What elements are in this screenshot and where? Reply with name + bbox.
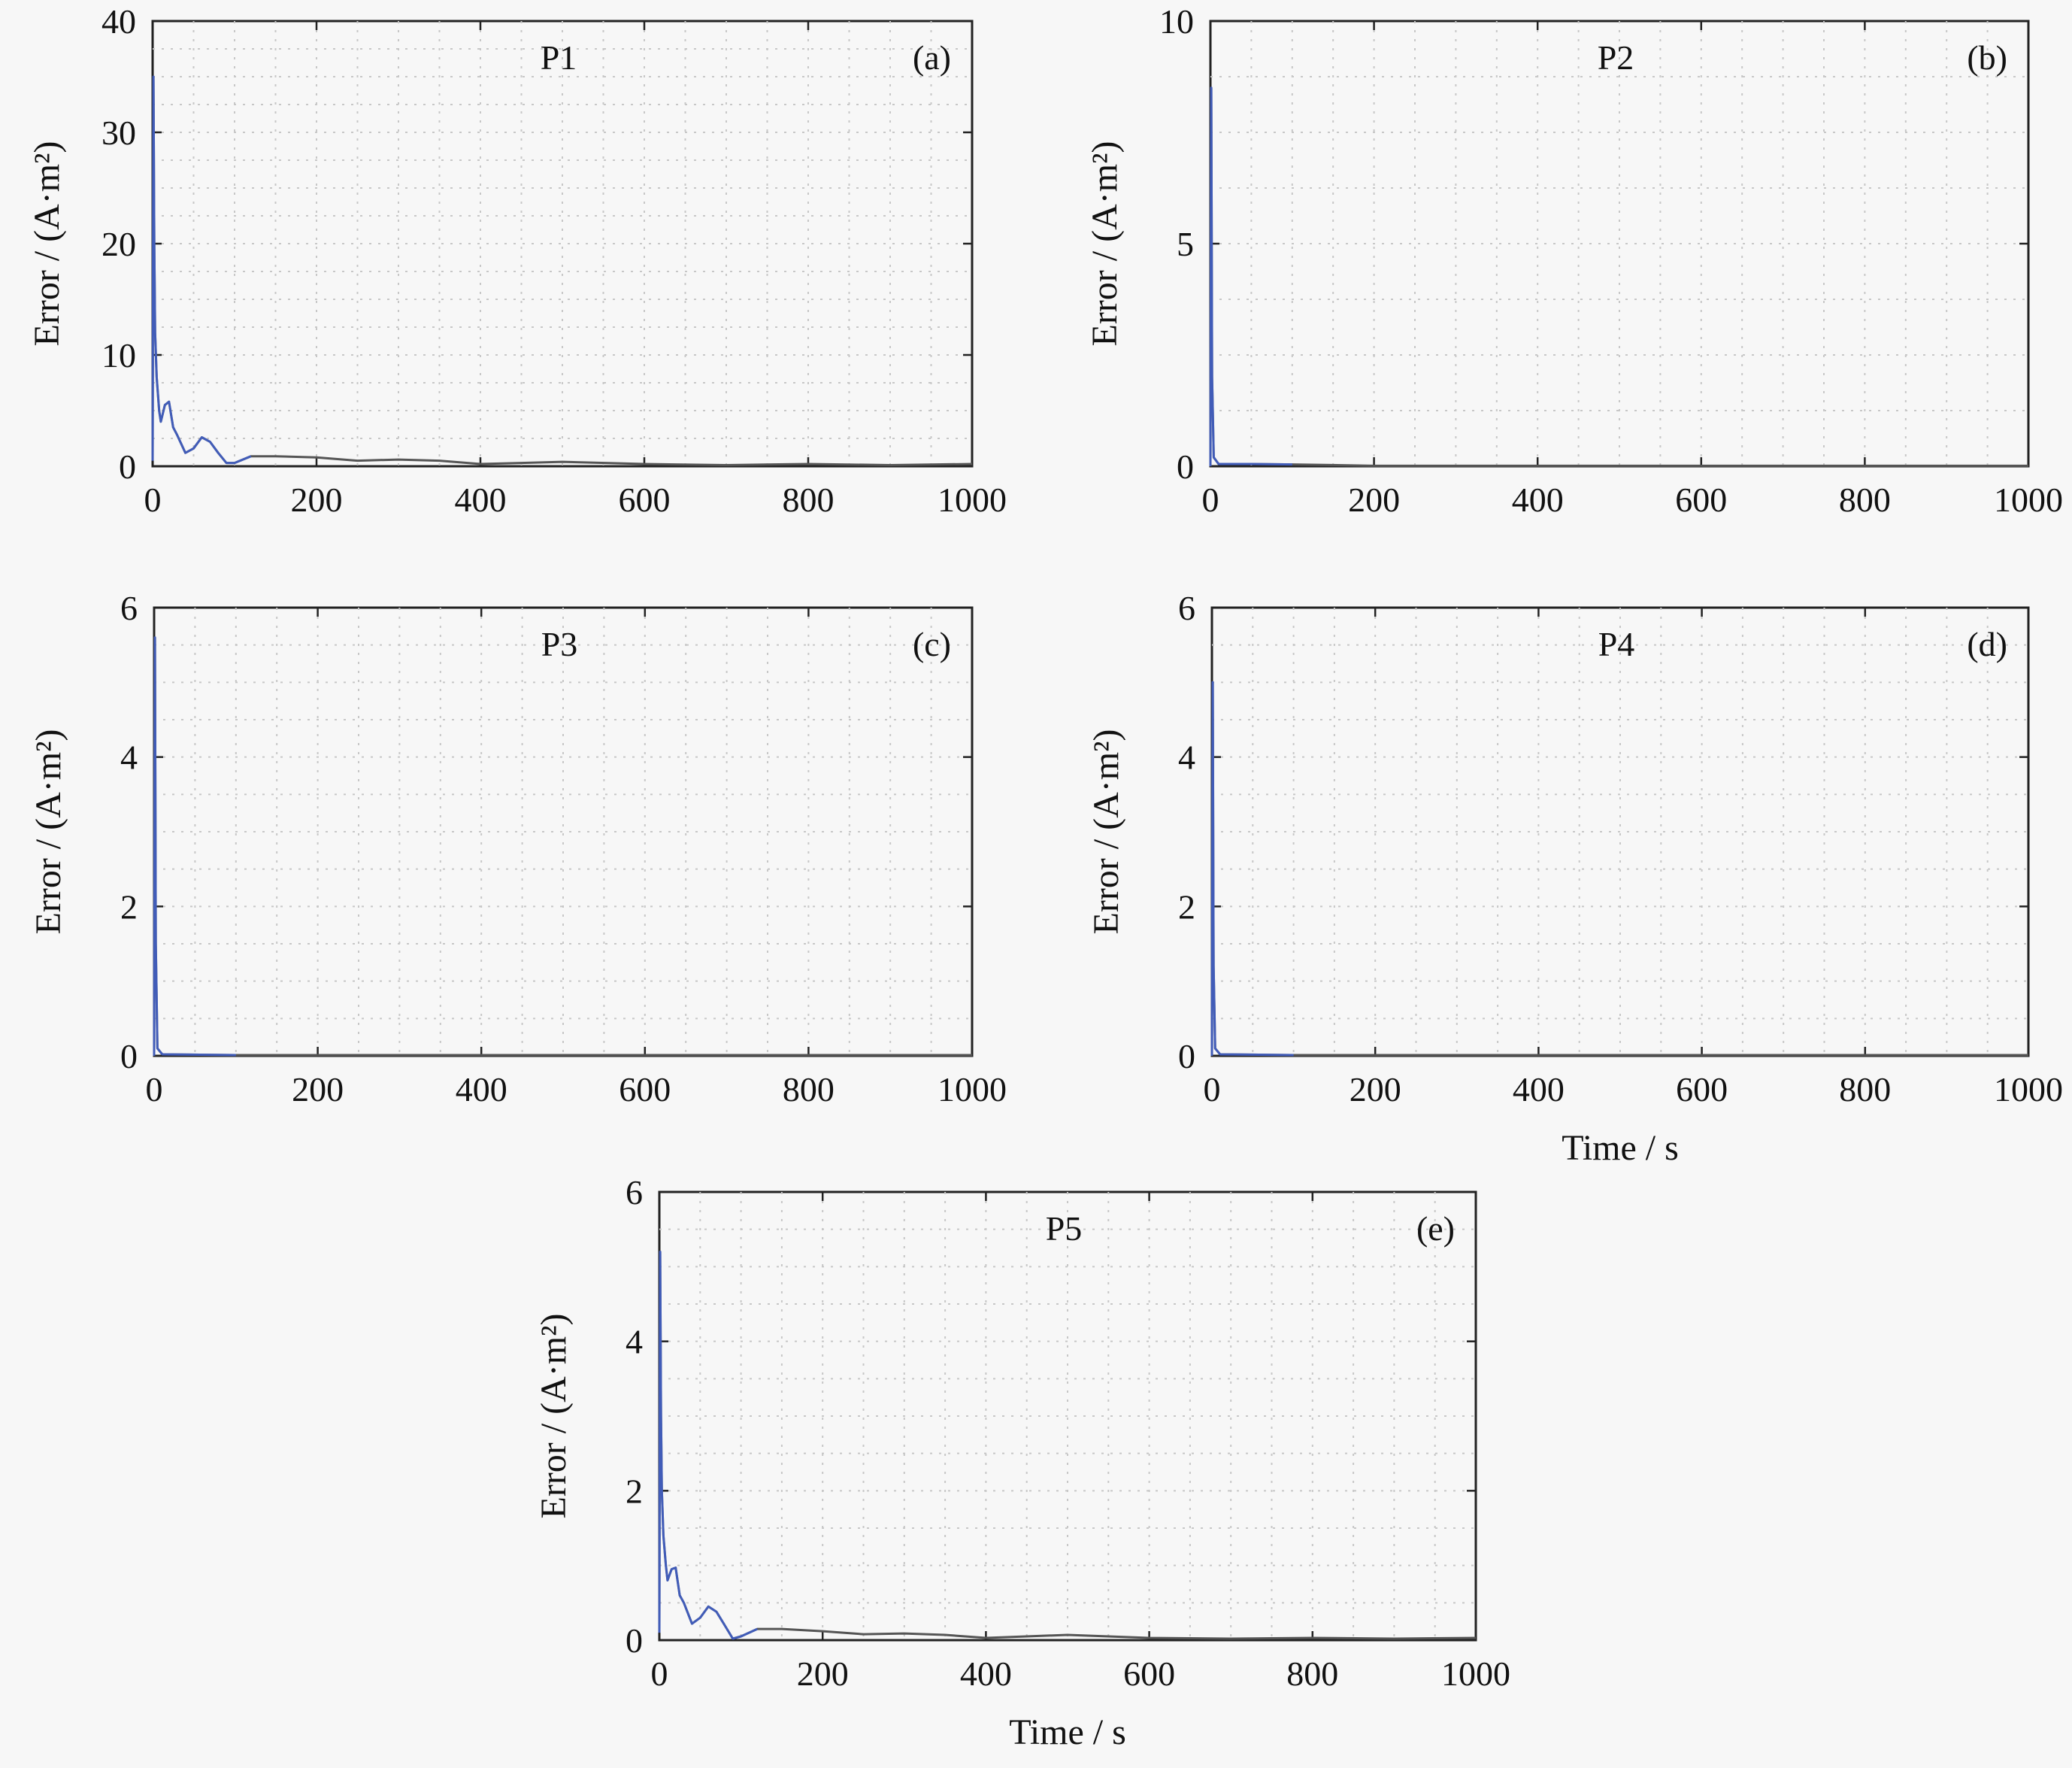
x-tick-label: 1000: [1994, 1070, 2063, 1108]
y-tick-label: 2: [1178, 887, 1195, 926]
x-tick-label: 600: [1123, 1654, 1175, 1693]
x-tick-label: 600: [1675, 481, 1727, 519]
panel-title: P1: [541, 38, 577, 77]
y-tick-label: 6: [1178, 589, 1195, 627]
panel-b: 0 200 400 600 800 1000 0 5 10 P2 (b) Error / (A·m²): [1085, 2, 2063, 519]
x-tick-label: 200: [1350, 1070, 1401, 1108]
panel-label: (b): [1967, 38, 2007, 77]
x-tick-label: 800: [783, 481, 835, 519]
y-tick-label: 0: [120, 1037, 138, 1075]
panel-title: P2: [1598, 38, 1634, 77]
x-tick-label: 200: [291, 481, 343, 519]
x-tick-label: 200: [1348, 481, 1400, 519]
y-tick-label: 2: [626, 1472, 643, 1510]
x-tick-label: 1000: [938, 481, 1007, 519]
series-line-early: [1210, 681, 1294, 1057]
panel-label: (c): [913, 625, 951, 663]
series-line-early: [151, 75, 252, 465]
x-tick-label: 400: [1512, 481, 1564, 519]
series-line-early: [658, 1251, 758, 1640]
y-tick-label: 6: [626, 1173, 643, 1212]
series-line-early: [153, 636, 236, 1057]
x-tick-label: 0: [146, 1070, 163, 1108]
x-tick-label: 400: [1513, 1070, 1565, 1108]
x-tick-label: 600: [1676, 1070, 1728, 1108]
x-tick-label: 400: [960, 1654, 1012, 1693]
y-tick-label: 10: [1159, 2, 1194, 41]
y-tick-label: 20: [101, 225, 136, 263]
y-tick-label: 2: [120, 887, 138, 926]
y-tick-label: 40: [101, 2, 136, 41]
y-axis-label: Error / (A·m²): [29, 729, 68, 935]
y-axis-label: Error / (A·m²): [534, 1314, 574, 1519]
panel-d: 0 200 400 600 800 1000 0 2 4 6 P4 (d) Error / (A·m²)…: [1086, 589, 2063, 1168]
y-tick-label: 0: [1178, 1037, 1195, 1075]
y-tick-label: 6: [120, 589, 138, 627]
panel-c: 0 200 400 600 800 1000 0 2 4 6 P3 (c) Error / (A·m²): [29, 589, 1007, 1108]
panel-title: P3: [541, 625, 578, 663]
x-tick-label: 800: [1839, 481, 1891, 519]
x-tick-label: 0: [651, 1654, 668, 1693]
x-tick-label: 800: [783, 1070, 835, 1108]
x-tick-label: 0: [1202, 481, 1219, 519]
y-tick-label: 0: [119, 447, 136, 486]
y-tick-label: 10: [101, 336, 136, 375]
y-axis-label: Error / (A·m²): [1086, 729, 1126, 935]
y-tick-label: 30: [101, 114, 136, 152]
x-tick-label: 800: [1286, 1654, 1338, 1693]
panel-label: (a): [913, 38, 951, 77]
y-tick-label: 4: [120, 738, 138, 777]
x-tick-label: 400: [456, 1070, 507, 1108]
y-tick-label: 4: [626, 1323, 643, 1361]
y-tick-label: 5: [1177, 225, 1194, 263]
y-tick-label: 0: [626, 1621, 643, 1660]
x-tick-label: 600: [619, 1070, 671, 1108]
x-tick-label: 0: [1204, 1070, 1221, 1108]
panel-a: 0 200 400 600 800 1000 0 10 20 30 40 P1 (a) Error / (…: [27, 2, 1007, 519]
panel-title: P4: [1598, 625, 1635, 663]
x-tick-label: 1000: [1994, 481, 2063, 519]
x-tick-label: 400: [455, 481, 507, 519]
x-tick-label: 1000: [938, 1070, 1007, 1108]
panel-label: (e): [1416, 1209, 1455, 1248]
x-tick-label: 600: [619, 481, 671, 519]
y-tick-label: 0: [1177, 447, 1194, 486]
y-axis-label: Error / (A·m²): [27, 141, 67, 347]
y-tick-label: 4: [1178, 738, 1195, 777]
panel-title: P5: [1046, 1209, 1083, 1248]
x-tick-label: 1000: [1441, 1654, 1510, 1693]
x-tick-label: 200: [292, 1070, 344, 1108]
x-axis-label: Time / s: [1562, 1128, 1679, 1168]
panel-e: 0 200 400 600 800 1000 0 2 4 6 P5 (e) Error / (A·m²)…: [534, 1173, 1510, 1752]
series-line-early: [1209, 86, 1292, 467]
x-tick-label: 200: [797, 1654, 849, 1693]
x-tick-label: 800: [1839, 1070, 1891, 1108]
y-axis-label: Error / (A·m²): [1085, 141, 1125, 347]
x-axis-label: Time / s: [1009, 1712, 1126, 1752]
panel-label: (d): [1967, 625, 2007, 663]
x-tick-label: 0: [144, 481, 162, 519]
